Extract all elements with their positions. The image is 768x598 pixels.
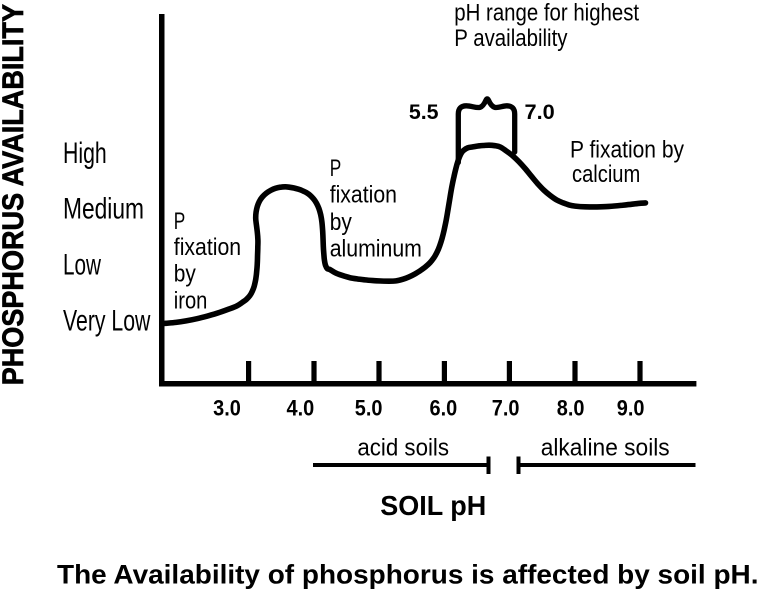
- svg-text:fixation: fixation: [174, 234, 241, 261]
- svg-text:High: High: [63, 137, 107, 170]
- svg-text:7.0: 7.0: [525, 100, 555, 124]
- svg-text:P fixation by: P fixation by: [570, 136, 684, 163]
- svg-text:by: by: [330, 209, 352, 236]
- svg-text:8.0: 8.0: [557, 395, 585, 420]
- svg-text:SOIL pH: SOIL pH: [380, 490, 486, 521]
- svg-text:4.0: 4.0: [287, 395, 315, 420]
- svg-text:P: P: [330, 155, 342, 182]
- svg-text:9.0: 9.0: [617, 395, 645, 420]
- svg-text:7.0: 7.0: [492, 395, 520, 420]
- svg-text:Low: Low: [63, 248, 101, 281]
- svg-text:calcium: calcium: [572, 161, 640, 188]
- svg-text:3.0: 3.0: [213, 395, 241, 420]
- svg-text:5.0: 5.0: [355, 395, 383, 420]
- svg-text:6.0: 6.0: [430, 395, 458, 420]
- svg-text:Medium: Medium: [63, 193, 144, 226]
- svg-text:5.5: 5.5: [409, 100, 439, 124]
- svg-text:aluminum: aluminum: [330, 236, 422, 263]
- svg-text:fixation: fixation: [330, 181, 397, 208]
- svg-text:P: P: [174, 208, 186, 235]
- svg-text:Very Low: Very Low: [63, 305, 151, 338]
- svg-text:The Availability of phosphorus: The Availability of phosphorus is affect…: [57, 560, 759, 590]
- svg-text:iron: iron: [174, 287, 208, 314]
- svg-text:pH range for highest: pH range for highest: [454, 0, 639, 27]
- svg-text:P availability: P availability: [454, 25, 567, 52]
- svg-text:PHOSPHORUS AVAILABILITY: PHOSPHORUS AVAILABILITY: [0, 4, 30, 385]
- svg-text:alkaline soils: alkaline soils: [541, 435, 670, 462]
- svg-text:by: by: [174, 261, 196, 288]
- svg-text:acid soils: acid soils: [357, 435, 449, 462]
